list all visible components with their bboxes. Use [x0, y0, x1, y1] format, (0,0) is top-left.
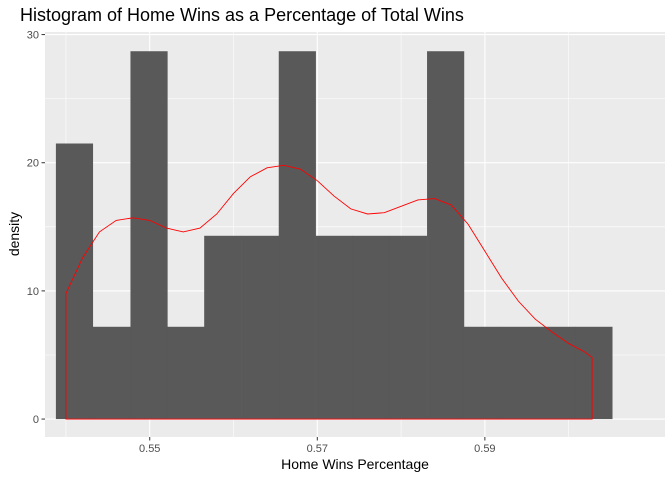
histogram-bar [315, 235, 353, 420]
y-tick-label: 30 [27, 30, 39, 42]
histogram-bar [241, 235, 280, 420]
y-axis-title: density [6, 212, 22, 256]
density-line [65, 164, 593, 420]
x-axis: 0.55 0.57 0.59 [139, 437, 496, 455]
y-tick-label: 0 [33, 414, 39, 426]
histogram-bar [575, 326, 613, 420]
x-axis-title: Home Wins Percentage [281, 456, 429, 472]
y-tick-label: 10 [27, 286, 39, 298]
y-axis: 0 10 20 30 [27, 30, 45, 426]
histogram-bar [55, 143, 94, 420]
histogram-bar [130, 51, 168, 420]
histogram-bar [463, 326, 502, 420]
histogram-bar [537, 326, 576, 420]
histogram-bars [55, 51, 613, 420]
histogram-bar [204, 235, 242, 420]
histogram-bar [278, 51, 316, 420]
histogram-bar [427, 51, 465, 420]
histogram-bar [92, 326, 131, 420]
histogram-bar [352, 235, 390, 420]
x-tick-label: 0.59 [474, 443, 495, 455]
y-tick-label: 20 [27, 158, 39, 170]
x-tick-label: 0.57 [307, 443, 328, 455]
histogram-bar [500, 326, 538, 420]
chart-title: Histogram of Home Wins as a Percentage o… [20, 5, 464, 25]
density-curve [65, 164, 593, 420]
histogram-bar [389, 235, 428, 420]
histogram-bar [167, 326, 205, 420]
minor-gridlines [45, 32, 665, 437]
x-tick-label: 0.55 [139, 443, 160, 455]
